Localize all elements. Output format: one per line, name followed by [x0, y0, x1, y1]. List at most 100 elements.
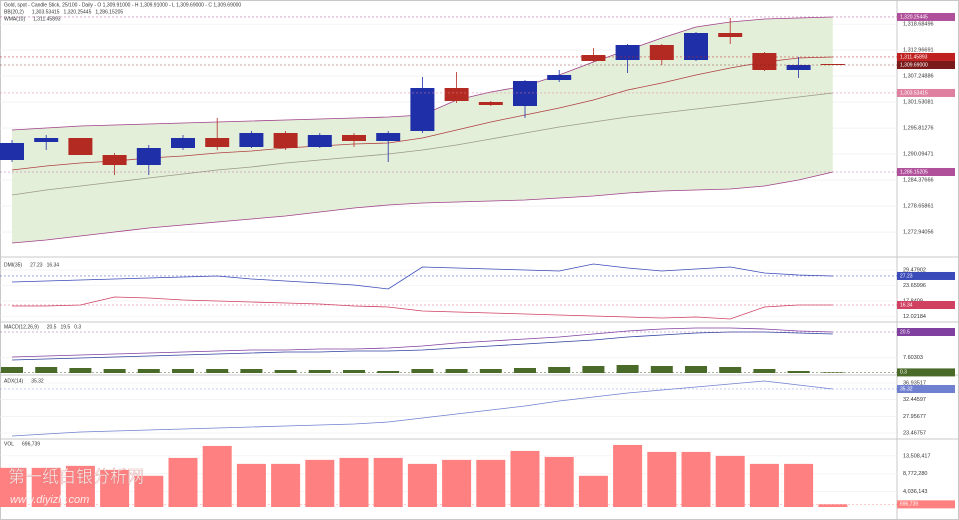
candle-body [376, 133, 401, 141]
candle-body [307, 135, 332, 147]
indicator-line [12, 296, 833, 320]
pane-title: Gold, spot - Candle Stick, 25/100 - Dail… [4, 2, 241, 8]
volume-bar [784, 463, 814, 507]
price-tag-label: 0.3 [900, 370, 907, 376]
volume-bar [647, 451, 677, 507]
histogram-bar [206, 369, 229, 373]
volume-bar [134, 475, 164, 507]
histogram-bar [137, 369, 160, 373]
legend-value: 1,286.15205 [95, 9, 123, 15]
watermark: 第一纸白银分析网 [8, 467, 144, 486]
price-tag-label: 35.32 [900, 386, 913, 392]
histogram-bar [753, 369, 776, 373]
volume-bar [442, 459, 472, 507]
legend-label: WMA(10) [4, 16, 25, 22]
volume-bar [168, 457, 198, 507]
volume-bar [373, 457, 403, 507]
indicator-line [11, 331, 833, 361]
price-tag [897, 384, 955, 393]
histogram-bar [308, 370, 331, 373]
histogram-bar [240, 369, 263, 373]
histogram-bar [1, 367, 23, 373]
histogram-bar [172, 369, 194, 373]
price-tag [897, 500, 955, 509]
volume-bar [0, 467, 27, 507]
volume-bar [65, 465, 95, 507]
pane-title: VOL [4, 441, 14, 447]
header-value: 696,739 [22, 441, 40, 447]
y-tick-label: 1,312.96691 [903, 48, 934, 54]
price-tag-label: 696,739 [900, 502, 918, 508]
price-tag-label: 1,286.15205 [900, 169, 928, 175]
candle-body [205, 138, 230, 147]
indicator-line [11, 327, 833, 358]
y-tick-label: 29.47902 [903, 267, 926, 273]
volume-bar [31, 467, 61, 507]
volume-bar [476, 459, 506, 507]
histogram-bar [35, 367, 58, 373]
y-tick-label: 23.65996 [903, 283, 926, 289]
pane-title: ADX(14) [4, 378, 24, 384]
histogram-bar [377, 371, 400, 373]
histogram-bar [445, 369, 468, 373]
volume-bar [202, 445, 232, 507]
indicator-line [11, 263, 833, 290]
histogram-bar [411, 369, 434, 373]
header-value: 19.5 [60, 324, 70, 330]
candle-body [102, 155, 127, 165]
indicator-line [11, 92, 833, 196]
pane-title: DMI(35) [4, 262, 22, 268]
candle-body [136, 148, 161, 165]
volume-bar [100, 469, 130, 507]
price-tag-label: 1,320.25445 [900, 14, 928, 20]
header-value: 16.34 [47, 262, 60, 268]
candle-body [171, 138, 195, 148]
y-tick-label: 1,307.24886 [903, 74, 934, 80]
candle-body [752, 53, 777, 70]
candle-body [0, 143, 24, 160]
volume-bar [578, 475, 608, 507]
volume-bar [236, 463, 266, 507]
price-tag [897, 368, 955, 377]
candle-body [615, 45, 640, 60]
price-tag-label: 1,311.45893 [900, 54, 928, 60]
candle-body [513, 81, 537, 106]
histogram-bar [685, 366, 707, 373]
price-tag [897, 12, 955, 21]
pane-title: MACD(12,26,9) [4, 324, 39, 330]
y-tick-label: 12.02184 [903, 314, 926, 320]
price-tag [897, 301, 955, 310]
candle-body [718, 33, 743, 37]
volume-bar [749, 463, 779, 507]
y-tick-label: 1,278.65861 [903, 204, 934, 210]
y-tick-label: 13,508,417 [903, 453, 931, 459]
price-tag-label: 20.5 [900, 329, 910, 335]
histogram-bar [719, 367, 742, 373]
histogram-bar [343, 370, 365, 373]
candle-body [410, 88, 435, 131]
y-tick-label: 1,318.68496 [903, 22, 934, 28]
header-value: 35.32 [31, 378, 44, 384]
y-tick-label: 1,295.81276 [903, 126, 934, 132]
histogram-bar [103, 369, 126, 373]
legend-value: 1,320.25445 [64, 9, 92, 15]
price-tag [897, 88, 955, 97]
legend-label: BB(20,2) [4, 9, 24, 15]
candle-body [478, 102, 503, 105]
price-tag-label: 1,309.69000 [900, 62, 928, 68]
y-tick-label: 32.44597 [903, 397, 926, 403]
histogram-bar [787, 371, 810, 373]
y-tick-label: 1,290.09471 [903, 152, 934, 158]
legend-value: 1,311.45893 [33, 16, 61, 22]
volume-bar [407, 463, 437, 507]
y-tick-label: 1,301.53081 [903, 100, 934, 106]
price-tag [897, 271, 955, 280]
volume-bar [339, 457, 369, 507]
watermark-url: www.diyizly.com [10, 494, 89, 506]
price-tag [897, 167, 955, 176]
volume-bar [715, 455, 745, 507]
candle-body [68, 138, 93, 155]
y-tick-label: 1,272.94056 [903, 229, 934, 235]
volume-bar [544, 456, 574, 507]
histogram-bar [582, 366, 605, 373]
